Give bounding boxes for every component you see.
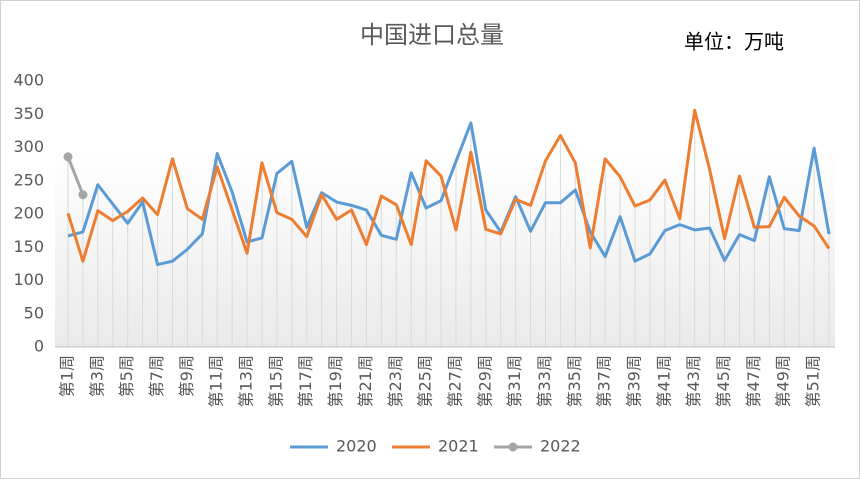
x-tick-label: 第5周	[117, 355, 136, 397]
point	[78, 190, 88, 200]
y-tick-label: 400	[13, 71, 44, 90]
series-line	[66, 108, 831, 263]
x-tick-label: 第43周	[684, 355, 703, 407]
x-tick-label: 第47周	[744, 355, 763, 407]
x-tick-label: 第29周	[475, 355, 494, 407]
y-tick-label: 100	[13, 270, 44, 289]
x-tick-label: 第23周	[386, 355, 405, 407]
chart-title: 中国进口总量	[360, 21, 504, 49]
x-tick-label: 第11周	[207, 355, 226, 407]
x-tick-label: 第37周	[595, 355, 614, 407]
x-tick-label: 第33周	[535, 355, 554, 407]
x-tick-label: 第45周	[714, 355, 733, 407]
plot-background	[55, 148, 835, 347]
x-tick-label: 第9周	[177, 355, 196, 397]
x-tick-label: 第27周	[445, 355, 464, 407]
y-tick-label: 0	[34, 337, 44, 356]
x-tick-label: 第3周	[87, 355, 106, 397]
x-tick-label: 第41周	[654, 355, 673, 407]
series-line	[66, 156, 85, 196]
legend-label: 2021	[438, 437, 479, 456]
x-tick-label: 第1周	[58, 355, 77, 397]
x-tick-label: 第15周	[266, 355, 285, 407]
x-tick-label: 第19周	[326, 355, 345, 407]
y-tick-label: 200	[13, 204, 44, 223]
series-line	[67, 121, 831, 267]
x-tick-label: 第35周	[565, 355, 584, 407]
y-tick-label: 300	[13, 137, 44, 156]
x-tick-label: 第25周	[416, 355, 435, 407]
unit-annotation: 单位：万吨	[684, 30, 784, 54]
y-tick-label: 350	[13, 104, 44, 123]
point	[63, 152, 73, 162]
x-tick-label: 第39周	[625, 355, 644, 407]
x-tick-label: 第49周	[774, 355, 793, 407]
legend-marker	[508, 442, 518, 452]
x-tick-label: 第13周	[237, 355, 256, 407]
y-tick-label: 150	[13, 237, 44, 256]
x-tick-label: 第17周	[296, 355, 315, 407]
x-tick-label: 第31周	[505, 355, 524, 407]
y-tick-label: 50	[24, 303, 44, 322]
x-tick-label: 第51周	[804, 355, 823, 407]
legend-label: 2020	[336, 437, 377, 456]
x-tick-label: 第7周	[147, 355, 166, 397]
y-tick-label: 250	[13, 170, 44, 189]
legend-label: 2022	[540, 437, 581, 456]
x-tick-label: 第21周	[356, 355, 375, 407]
